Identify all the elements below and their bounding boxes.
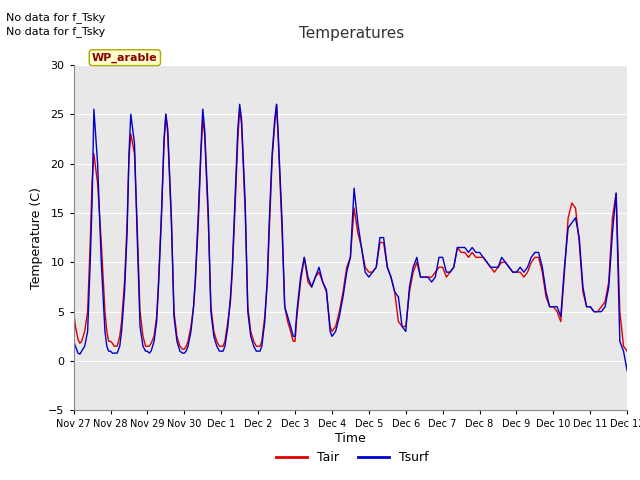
Tsurf <box>297 274 305 280</box>
Tsurf <box>623 368 631 374</box>
Tsurf <box>252 348 260 354</box>
Tair <box>273 101 280 107</box>
Text: WP_arable: WP_arable <box>92 52 157 63</box>
Text: No data for f_Tsky: No data for f_Tsky <box>6 12 106 23</box>
Text: No data for f_Tsky: No data for f_Tsky <box>6 26 106 37</box>
Tsurf <box>218 348 225 354</box>
Tsurf <box>273 101 280 107</box>
Tsurf <box>293 309 301 314</box>
Tair <box>387 274 395 280</box>
Line: Tair: Tair <box>74 104 627 351</box>
Line: Tsurf: Tsurf <box>74 104 627 371</box>
X-axis label: Time: Time <box>335 432 366 445</box>
Legend: Tair, Tsurf: Tair, Tsurf <box>271 446 433 469</box>
Tair <box>623 348 631 354</box>
Tair <box>218 343 225 349</box>
Tsurf <box>70 338 77 344</box>
Tair <box>271 121 278 127</box>
Text: Temperatures: Temperatures <box>300 26 404 41</box>
Tair <box>297 279 305 285</box>
Tsurf <box>387 274 395 280</box>
Y-axis label: Temperature (C): Temperature (C) <box>29 187 43 288</box>
Tair <box>293 314 301 320</box>
Tsurf <box>236 101 244 107</box>
Tair <box>70 309 77 314</box>
Tair <box>250 338 257 344</box>
